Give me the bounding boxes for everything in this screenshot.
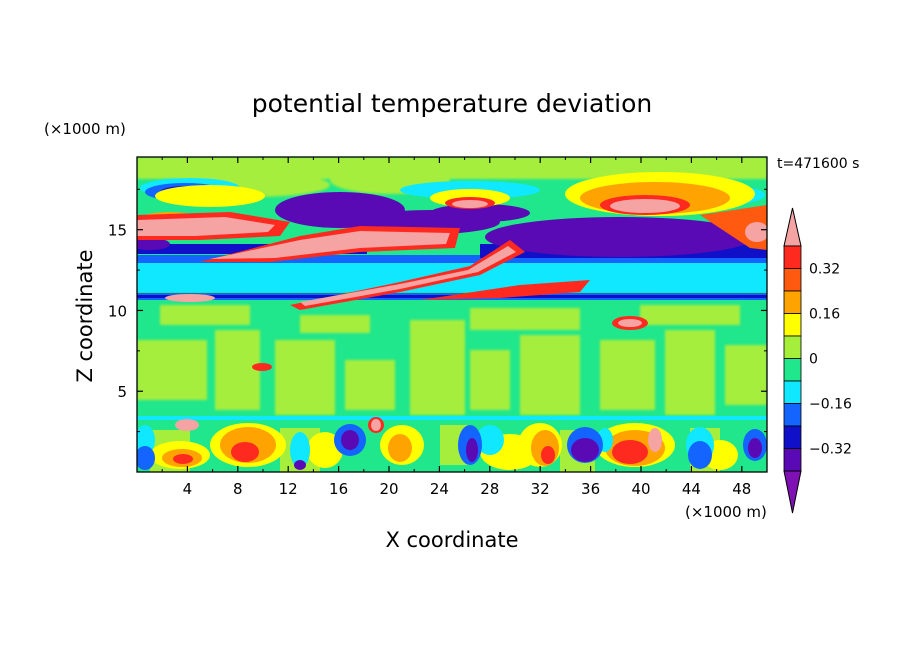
mid-level-band [137, 305, 767, 415]
colorbar-extend-low [783, 470, 802, 514]
negative-lenses [137, 192, 755, 257]
x-tick-label: 32 [531, 480, 550, 498]
colorbar-bin [783, 403, 802, 427]
x-axis-label: X coordinate [385, 528, 518, 552]
x-tick-label: 40 [631, 480, 650, 498]
colorbar-tick-label: 0.16 [809, 307, 840, 323]
x-unit-label: (×1000 m) [685, 503, 767, 521]
colorbar-bin [783, 245, 802, 269]
colorbar-bin [783, 448, 802, 472]
colorbar-bin [783, 425, 802, 449]
colorbar-bin [783, 313, 802, 337]
contour-field [137, 157, 767, 472]
colorbar-bin [783, 380, 802, 404]
x-ticks: 4 8 12 16 20 24 28 32 36 40 44 48 [161, 157, 751, 498]
colorbar-extend-high [783, 207, 802, 247]
x-tick-label: 16 [329, 480, 348, 498]
surface-layer-top [137, 416, 767, 420]
colorbar-bin [783, 335, 802, 359]
colorbar-tick-label: −0.16 [809, 397, 852, 413]
plot-frame [136, 156, 768, 473]
colorbar-tick-label: 0.32 [809, 262, 840, 278]
x-tick-label: 4 [183, 480, 193, 498]
x-tick-label: 20 [379, 480, 398, 498]
x-tick-label: 24 [430, 480, 449, 498]
colorbar-tick-label: −0.32 [809, 442, 852, 458]
boundary-layer [137, 417, 767, 472]
colorbar-bin [783, 358, 802, 382]
x-tick-label: 36 [581, 480, 600, 498]
y-ticks: 5 10 15 [108, 188, 767, 433]
x-tick-label: 8 [233, 480, 243, 498]
chart-title: potential temperature deviation [252, 89, 652, 118]
x-tick-label: 28 [480, 480, 499, 498]
y-unit-label: (×1000 m) [44, 120, 126, 138]
x-tick-label: 12 [279, 480, 298, 498]
colorbar-tick-label: 0 [809, 352, 818, 368]
y-axis-label: Z coordinate [73, 249, 97, 382]
time-label: t=471600 s [777, 156, 859, 172]
colorbar-bin [783, 268, 802, 292]
y-tick-label: 5 [117, 383, 127, 401]
y-tick-label: 15 [108, 222, 127, 240]
colorbar-bin [783, 290, 802, 314]
tilted-warm-streaks [137, 205, 767, 371]
x-tick-label: 48 [732, 480, 751, 498]
y-tick-label: 10 [108, 302, 127, 320]
colorbar: 0.32 0.16 0 −0.16 −0.32 [783, 207, 852, 514]
x-tick-label: 44 [682, 480, 701, 498]
